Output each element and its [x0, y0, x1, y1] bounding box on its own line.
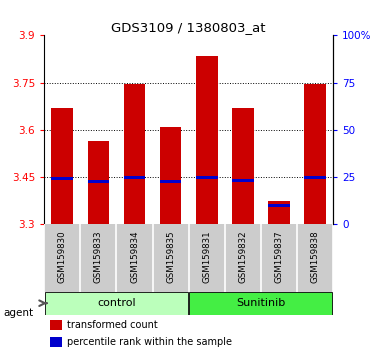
- Text: GSM159832: GSM159832: [238, 230, 247, 283]
- Bar: [268, 201, 290, 224]
- Text: GSM159835: GSM159835: [166, 230, 175, 283]
- Bar: [50, 337, 62, 347]
- Bar: [45, 292, 188, 315]
- Text: GSM159831: GSM159831: [202, 230, 211, 283]
- Bar: [196, 176, 218, 179]
- Title: GDS3109 / 1380803_at: GDS3109 / 1380803_at: [111, 21, 266, 34]
- Text: agent: agent: [4, 308, 34, 318]
- Bar: [304, 84, 326, 224]
- Bar: [196, 56, 218, 224]
- Bar: [88, 180, 109, 183]
- Text: GSM159837: GSM159837: [275, 230, 283, 283]
- Text: percentile rank within the sample: percentile rank within the sample: [67, 337, 233, 347]
- Bar: [160, 127, 181, 224]
- Bar: [189, 292, 332, 315]
- Text: transformed count: transformed count: [67, 320, 158, 330]
- Bar: [88, 141, 109, 224]
- Bar: [52, 177, 73, 180]
- Text: control: control: [97, 298, 136, 308]
- Bar: [50, 320, 62, 330]
- Bar: [304, 176, 326, 179]
- Bar: [232, 179, 254, 182]
- Text: GSM159830: GSM159830: [58, 230, 67, 283]
- Text: GSM159833: GSM159833: [94, 230, 103, 283]
- Text: GSM159834: GSM159834: [130, 230, 139, 283]
- Bar: [268, 204, 290, 207]
- Bar: [52, 108, 73, 224]
- Bar: [124, 176, 146, 179]
- Bar: [124, 84, 146, 224]
- Bar: [160, 180, 181, 183]
- Bar: [232, 108, 254, 224]
- Text: Sunitinib: Sunitinib: [236, 298, 285, 308]
- Text: GSM159838: GSM159838: [310, 230, 320, 283]
